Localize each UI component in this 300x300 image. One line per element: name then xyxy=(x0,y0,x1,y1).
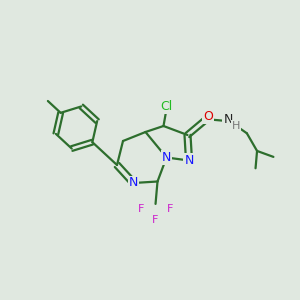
Text: N: N xyxy=(162,151,171,164)
Text: F: F xyxy=(138,204,144,214)
Text: N: N xyxy=(184,154,194,167)
Text: H: H xyxy=(232,121,240,131)
Text: F: F xyxy=(152,214,159,224)
Text: Cl: Cl xyxy=(160,100,173,113)
Text: N: N xyxy=(224,113,233,126)
Text: N: N xyxy=(129,176,138,190)
Text: F: F xyxy=(167,204,173,214)
Text: O: O xyxy=(203,110,213,123)
